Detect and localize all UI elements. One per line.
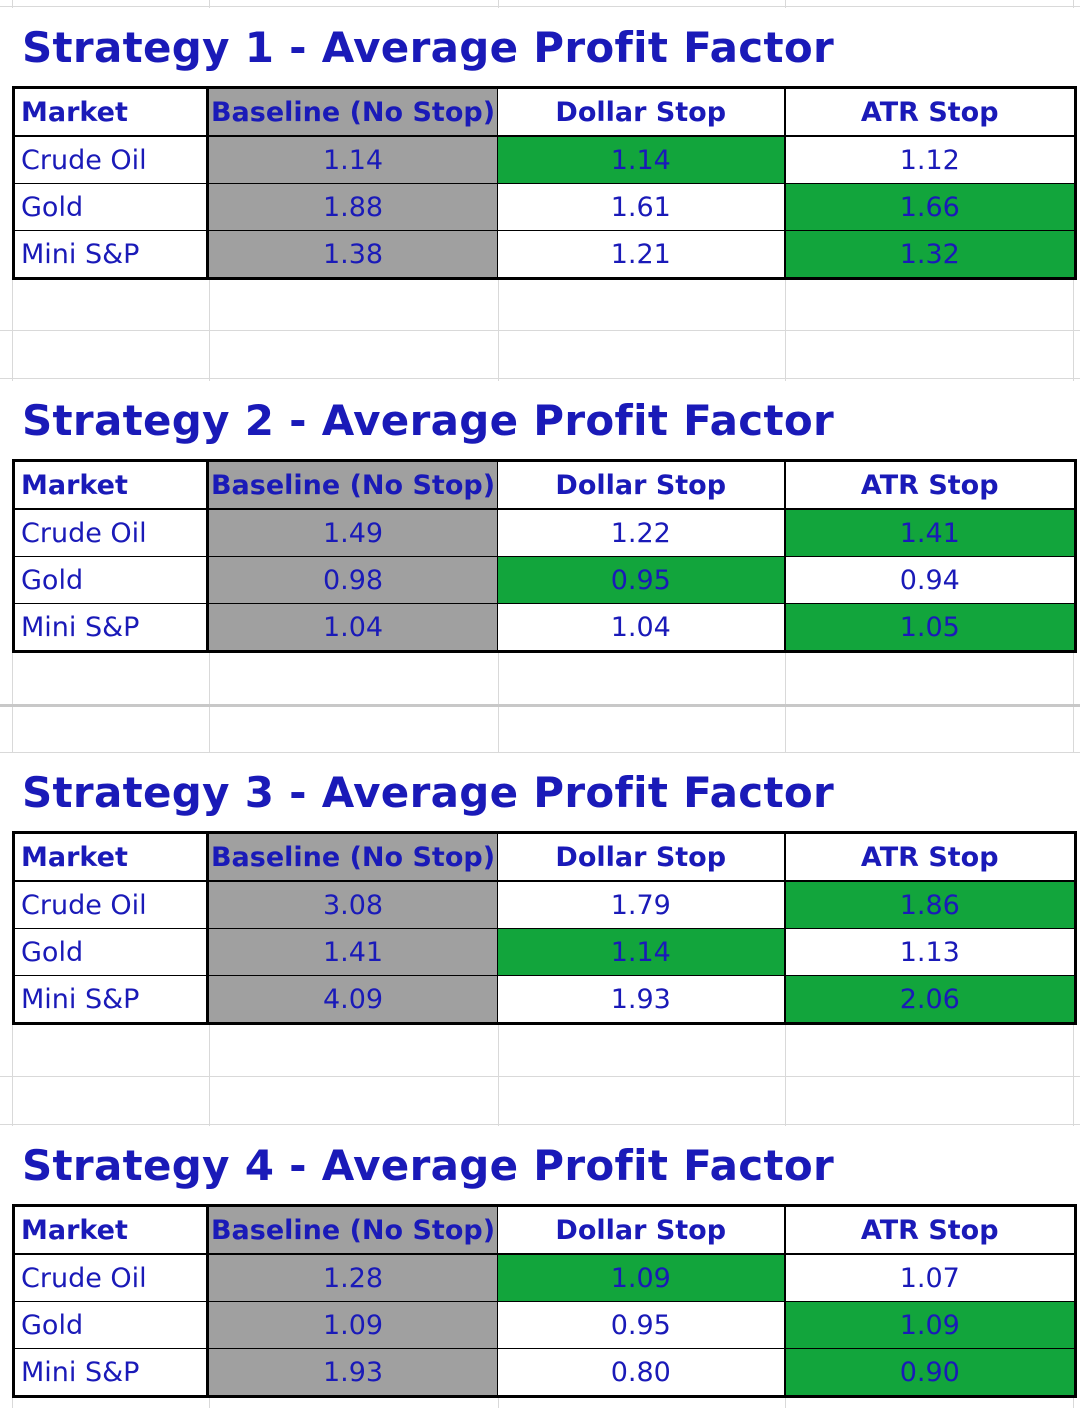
atr-stop-cell: 2.06 [783, 975, 1076, 1024]
table-row: Gold 1.41 1.14 1.13 [13, 928, 1076, 976]
header-baseline: Baseline (No Stop) [206, 87, 498, 137]
header-market: Market [13, 832, 208, 882]
dollar-stop-cell: 1.21 [497, 230, 785, 279]
table-row: Gold 0.98 0.95 0.94 [13, 556, 1076, 604]
baseline-cell: 0.98 [206, 556, 498, 604]
gridline [0, 1124, 1080, 1125]
market-cell: Mini S&P [13, 1348, 208, 1397]
strategy-3-title: Strategy 3 - Average Profit Factor [12, 753, 1074, 831]
market-cell: Crude Oil [13, 880, 208, 929]
strategy-1-block: Strategy 1 - Average Profit Factor Marke… [12, 8, 1077, 280]
atr-stop-cell: 1.86 [783, 880, 1076, 929]
header-atr-stop: ATR Stop [783, 1205, 1076, 1255]
header-market: Market [13, 1205, 208, 1255]
dollar-stop-cell: 1.93 [497, 975, 785, 1024]
strategy-4-title: Strategy 4 - Average Profit Factor [12, 1126, 1074, 1204]
header-atr-stop: ATR Stop [783, 460, 1076, 510]
dollar-stop-cell: 1.14 [497, 135, 785, 184]
header-dollar-stop: Dollar Stop [497, 1205, 785, 1255]
header-market: Market [13, 87, 208, 137]
baseline-cell: 1.49 [206, 508, 498, 557]
header-market: Market [13, 460, 208, 510]
atr-stop-cell: 1.09 [783, 1301, 1076, 1349]
baseline-cell: 1.41 [206, 928, 498, 976]
header-baseline: Baseline (No Stop) [206, 832, 498, 882]
header-baseline: Baseline (No Stop) [206, 1205, 498, 1255]
table-row: Mini S&P 1.38 1.21 1.32 [13, 230, 1076, 279]
header-dollar-stop: Dollar Stop [497, 832, 785, 882]
header-row: Market Baseline (No Stop) Dollar Stop AT… [13, 460, 1076, 510]
dollar-stop-cell: 1.79 [497, 880, 785, 929]
strategy-3-table: Market Baseline (No Stop) Dollar Stop AT… [12, 831, 1077, 1025]
baseline-cell: 1.38 [206, 230, 498, 279]
table-row: Mini S&P 1.04 1.04 1.05 [13, 603, 1076, 652]
baseline-cell: 3.08 [206, 880, 498, 929]
gridline [0, 704, 1080, 707]
gridline [0, 330, 1080, 331]
baseline-cell: 1.09 [206, 1301, 498, 1349]
dollar-stop-cell: 1.22 [497, 508, 785, 557]
atr-stop-cell: 1.66 [783, 183, 1076, 231]
header-row: Market Baseline (No Stop) Dollar Stop AT… [13, 87, 1076, 137]
atr-stop-cell: 1.05 [783, 603, 1076, 652]
table-row: Crude Oil 1.14 1.14 1.12 [13, 135, 1076, 184]
dollar-stop-cell: 0.80 [497, 1348, 785, 1397]
gridline [0, 1076, 1080, 1077]
market-cell: Mini S&P [13, 975, 208, 1024]
gridline [0, 6, 1080, 7]
baseline-cell: 4.09 [206, 975, 498, 1024]
table-row: Crude Oil 1.28 1.09 1.07 [13, 1253, 1076, 1302]
atr-stop-cell: 1.41 [783, 508, 1076, 557]
header-atr-stop: ATR Stop [783, 832, 1076, 882]
market-cell: Gold [13, 928, 208, 976]
header-atr-stop: ATR Stop [783, 87, 1076, 137]
atr-stop-cell: 1.13 [783, 928, 1076, 976]
baseline-cell: 1.28 [206, 1253, 498, 1302]
market-cell: Crude Oil [13, 135, 208, 184]
dollar-stop-cell: 1.61 [497, 183, 785, 231]
strategy-4-table: Market Baseline (No Stop) Dollar Stop AT… [12, 1204, 1077, 1398]
strategy-4-block: Strategy 4 - Average Profit Factor Marke… [12, 1126, 1077, 1398]
strategy-3-block: Strategy 3 - Average Profit Factor Marke… [12, 753, 1077, 1025]
table-row: Gold 1.88 1.61 1.66 [13, 183, 1076, 231]
atr-stop-cell: 1.12 [783, 135, 1076, 184]
dollar-stop-cell: 0.95 [497, 1301, 785, 1349]
atr-stop-cell: 0.94 [783, 556, 1076, 604]
header-row: Market Baseline (No Stop) Dollar Stop AT… [13, 832, 1076, 882]
table-row: Mini S&P 4.09 1.93 2.06 [13, 975, 1076, 1024]
market-cell: Crude Oil [13, 508, 208, 557]
market-cell: Mini S&P [13, 230, 208, 279]
atr-stop-cell: 0.90 [783, 1348, 1076, 1397]
baseline-cell: 1.88 [206, 183, 498, 231]
strategy-2-table: Market Baseline (No Stop) Dollar Stop AT… [12, 459, 1077, 653]
gridline [0, 752, 1080, 753]
baseline-cell: 1.04 [206, 603, 498, 652]
market-cell: Mini S&P [13, 603, 208, 652]
table-row: Crude Oil 3.08 1.79 1.86 [13, 880, 1076, 929]
gridline [0, 378, 1080, 379]
strategy-1-title: Strategy 1 - Average Profit Factor [12, 8, 1074, 86]
market-cell: Crude Oil [13, 1253, 208, 1302]
header-baseline: Baseline (No Stop) [206, 460, 498, 510]
table-row: Gold 1.09 0.95 1.09 [13, 1301, 1076, 1349]
header-row: Market Baseline (No Stop) Dollar Stop AT… [13, 1205, 1076, 1255]
table-row: Crude Oil 1.49 1.22 1.41 [13, 508, 1076, 557]
market-cell: Gold [13, 556, 208, 604]
header-dollar-stop: Dollar Stop [497, 87, 785, 137]
dollar-stop-cell: 1.14 [497, 928, 785, 976]
strategy-2-title: Strategy 2 - Average Profit Factor [12, 381, 1074, 459]
atr-stop-cell: 1.07 [783, 1253, 1076, 1302]
dollar-stop-cell: 1.09 [497, 1253, 785, 1302]
table-row: Mini S&P 1.93 0.80 0.90 [13, 1348, 1076, 1397]
baseline-cell: 1.93 [206, 1348, 498, 1397]
dollar-stop-cell: 0.95 [497, 556, 785, 604]
market-cell: Gold [13, 183, 208, 231]
dollar-stop-cell: 1.04 [497, 603, 785, 652]
header-dollar-stop: Dollar Stop [497, 460, 785, 510]
strategy-2-block: Strategy 2 - Average Profit Factor Marke… [12, 381, 1077, 653]
baseline-cell: 1.14 [206, 135, 498, 184]
strategy-1-table: Market Baseline (No Stop) Dollar Stop AT… [12, 86, 1077, 280]
market-cell: Gold [13, 1301, 208, 1349]
atr-stop-cell: 1.32 [783, 230, 1076, 279]
